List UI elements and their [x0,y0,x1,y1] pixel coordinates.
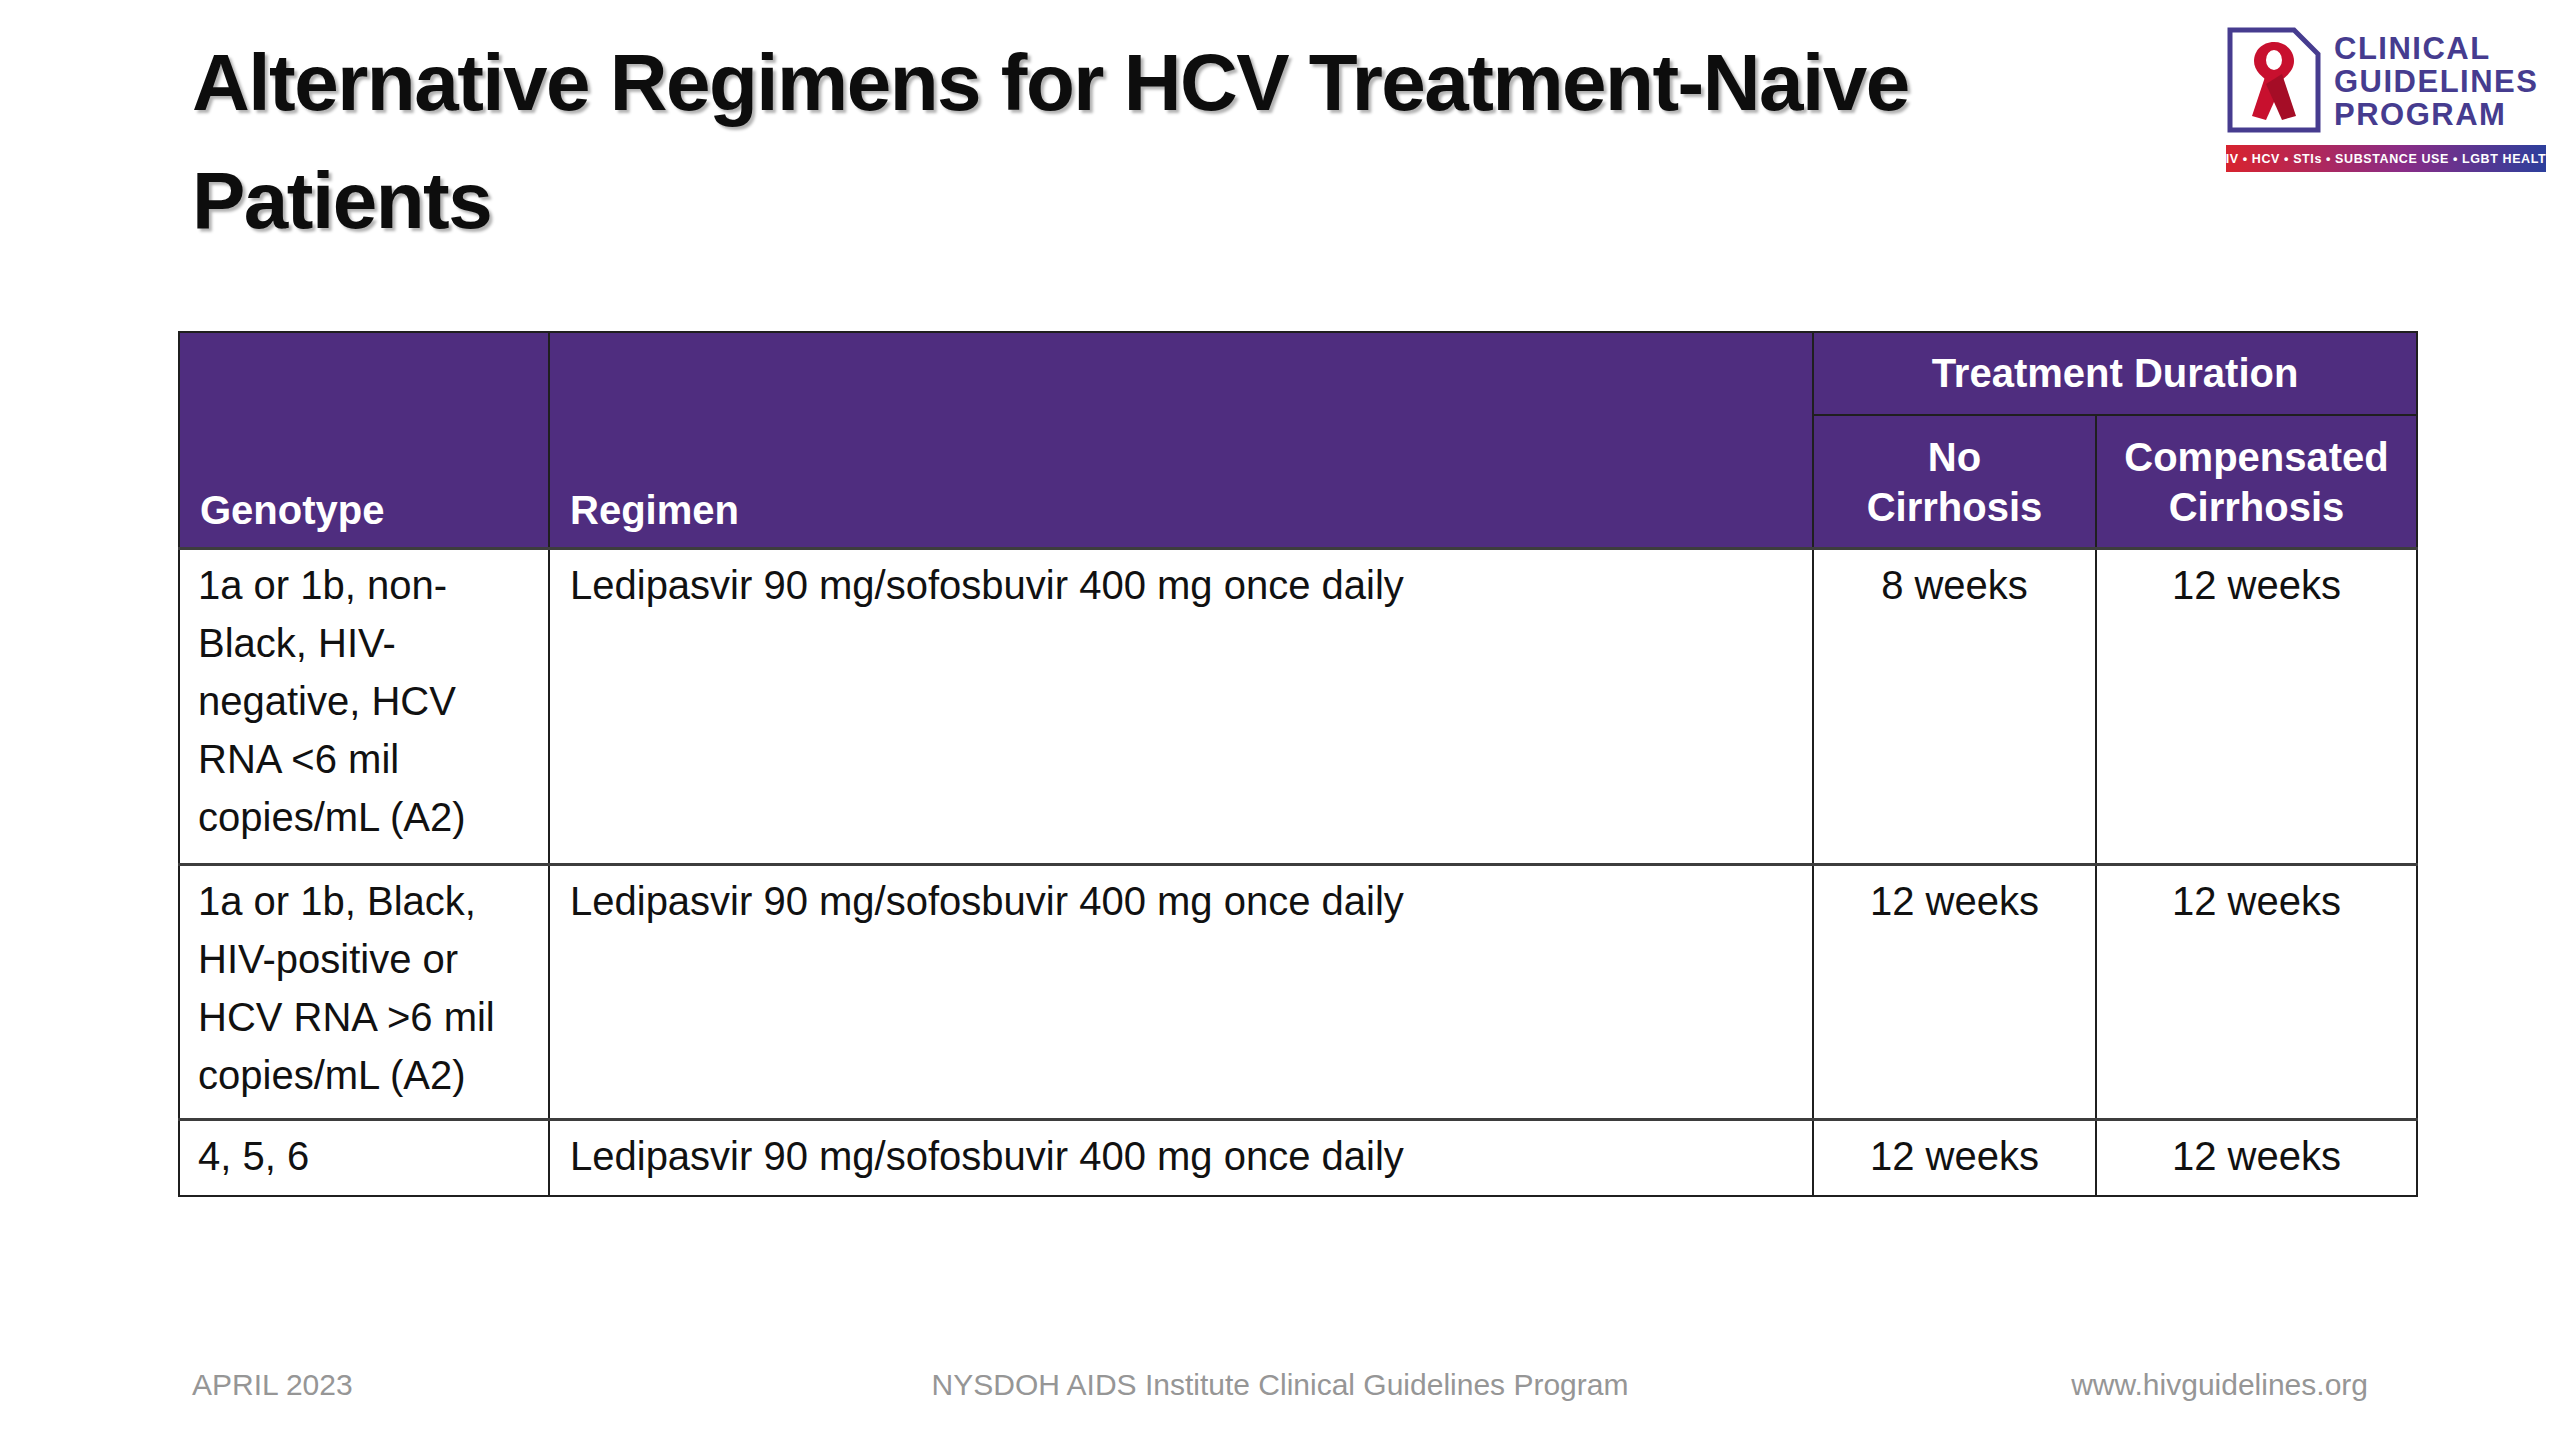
regimen-header: Regimen [549,332,1813,549]
no-cirrhosis-header: No Cirrhosis [1813,415,2096,549]
logo-line-3: PROGRAM [2334,98,2538,131]
genotype-cell: 1a or 1b, non-Black, HIV-negative, HCV R… [179,549,549,865]
no-cirrhosis-header-label: No Cirrhosis [1865,432,2045,532]
genotype-cell: 1a or 1b, Black, HIV-positive or HCV RNA… [179,865,549,1120]
footer-program: NYSDOH AIDS Institute Clinical Guideline… [932,1368,1629,1402]
no-cirrhosis-cell: 8 weeks [1813,549,2096,865]
logo-tagline-bar: HIV • HCV • STIs • SUBSTANCE USE • LGBT … [2226,145,2546,172]
footer-url: www.hivguidelines.org [2071,1368,2368,1402]
genotype-header: Genotype [179,332,549,549]
genotype-cell: 4, 5, 6 [179,1120,549,1196]
regimen-table: Genotype Regimen Treatment Duration No C… [178,331,2418,1197]
table-row: 1a or 1b, non-Black, HIV-negative, HCV R… [179,549,2417,865]
aids-ribbon-document-icon [2226,26,2322,138]
compensated-cirrhosis-header: Compensated Cirrhosis [2096,415,2417,549]
compensated-cirrhosis-cell: 12 weeks [2096,549,2417,865]
page-title: Alternative Regimens for HCV Treatment-N… [192,24,2172,260]
slide-footer: APRIL 2023 NYSDOH AIDS Institute Clinica… [0,1368,2560,1408]
logo-tagline: HIV • HCV • STIs • SUBSTANCE USE • LGBT … [2216,152,2556,166]
regimen-cell: Ledipasvir 90 mg/sofosbuvir 400 mg once … [549,549,1813,865]
header-row-top: Genotype Regimen Treatment Duration [179,332,2417,415]
compensated-cirrhosis-cell: 12 weeks [2096,1120,2417,1196]
no-cirrhosis-cell: 12 weeks [1813,865,2096,1120]
treatment-duration-header: Treatment Duration [1813,332,2417,415]
table-row: 1a or 1b, Black, HIV-positive or HCV RNA… [179,865,2417,1120]
clinical-guidelines-program-logo: CLINICAL GUIDELINES PROGRAM HIV • HCV • … [2226,26,2546,172]
table-row: 4, 5, 6 Ledipasvir 90 mg/sofosbuvir 400 … [179,1120,2417,1196]
logo-line-1: CLINICAL [2334,32,2538,65]
no-cirrhosis-cell: 12 weeks [1813,1120,2096,1196]
regimen-cell: Ledipasvir 90 mg/sofosbuvir 400 mg once … [549,1120,1813,1196]
footer-date: APRIL 2023 [192,1368,353,1402]
compensated-cirrhosis-cell: 12 weeks [2096,865,2417,1120]
logo-wordmark: CLINICAL GUIDELINES PROGRAM [2334,26,2538,131]
logo-line-2: GUIDELINES [2334,65,2538,98]
regimen-cell: Ledipasvir 90 mg/sofosbuvir 400 mg once … [549,865,1813,1120]
